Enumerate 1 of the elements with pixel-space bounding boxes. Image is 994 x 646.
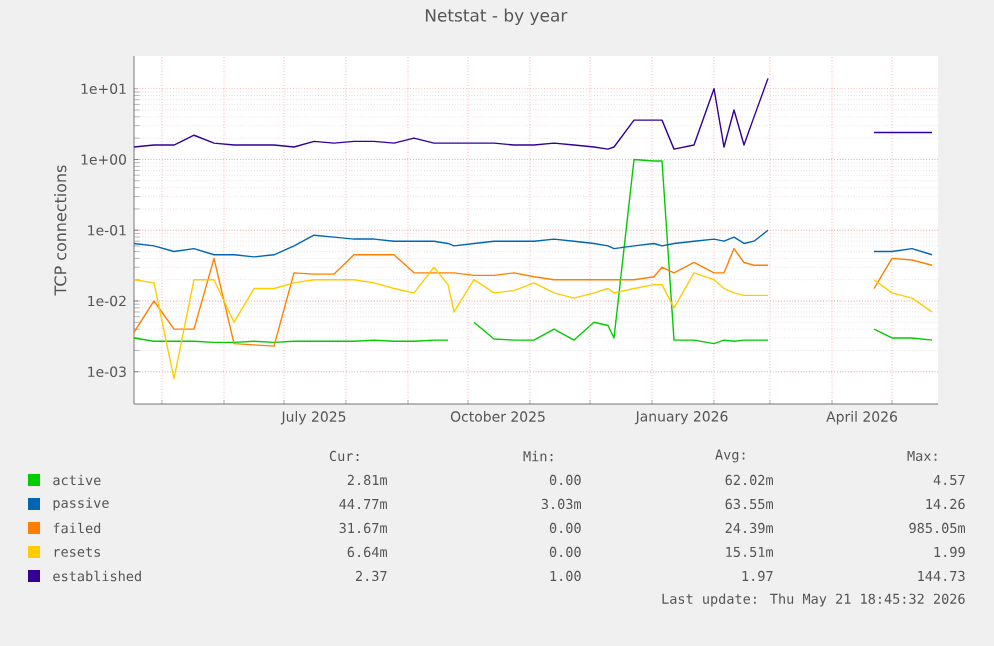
chart-title: Netstat - by year bbox=[425, 8, 568, 26]
